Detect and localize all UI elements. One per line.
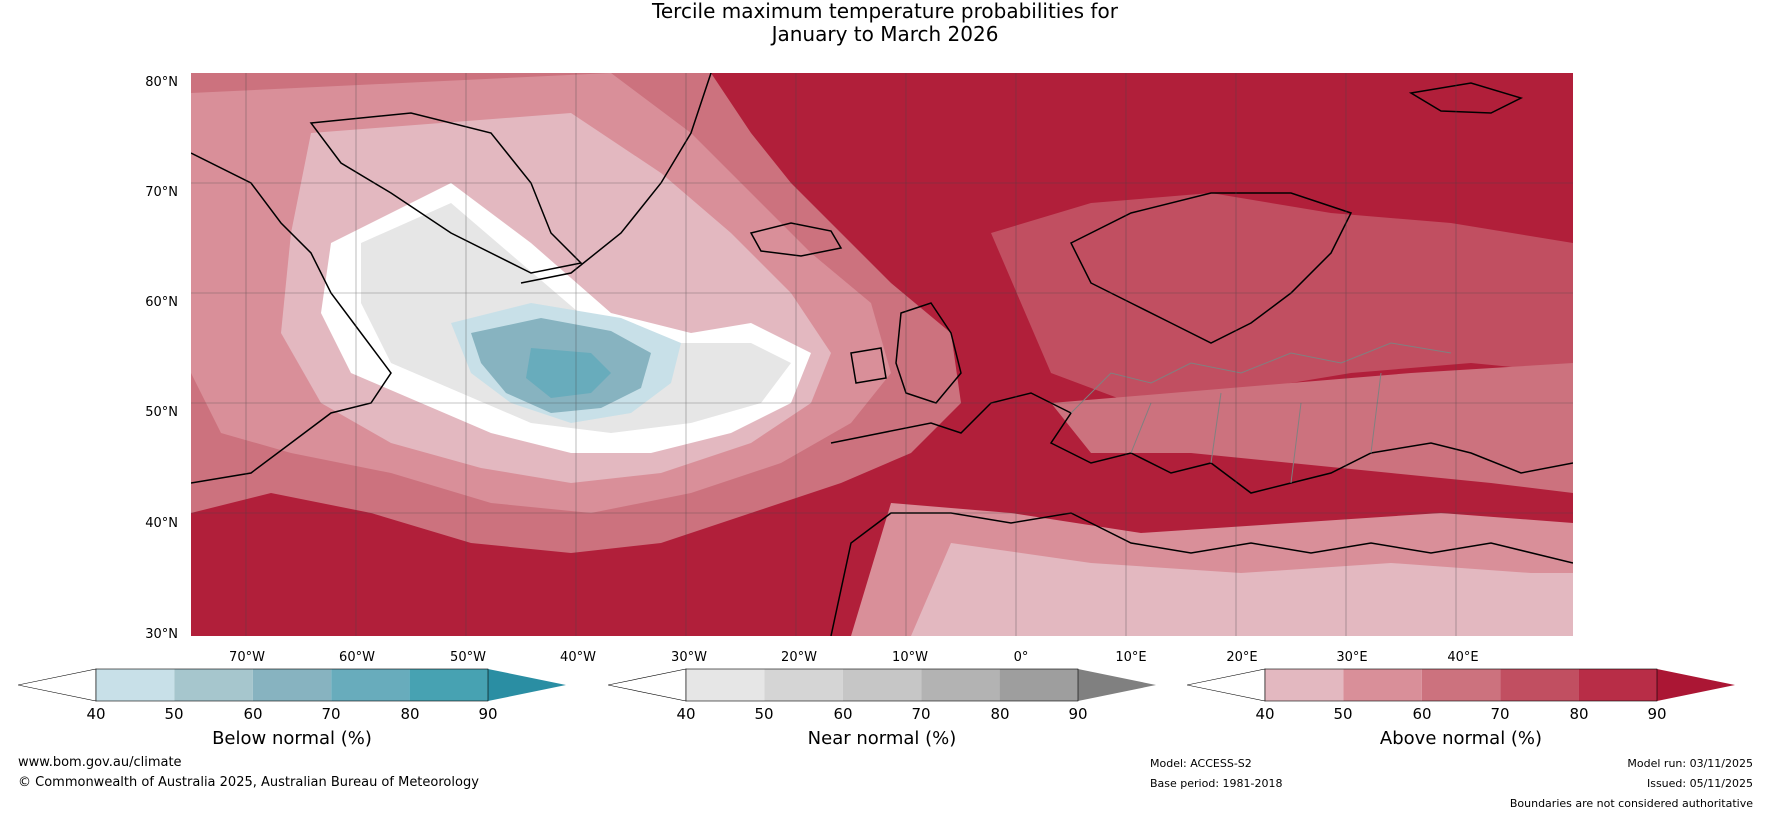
lat-label-80n: 80°N (145, 75, 178, 90)
colorbar-above-title: Above normal (%) (1379, 728, 1543, 749)
colorbar-below-normal (18, 668, 566, 702)
footer-copyright: © Commonwealth of Australia 2025, Austra… (18, 775, 479, 790)
colorbar-above-tick-50: 50 (1333, 705, 1353, 723)
colorbar-above-bin-50-60 (1343, 669, 1422, 701)
colorbar-below-tick-60: 60 (243, 705, 263, 723)
lon-label-30w: 30°W (671, 650, 707, 665)
iceland-coastline (749, 222, 843, 257)
probability-region-above-60-south (1051, 363, 1573, 493)
lat-label-30n: 30°N (145, 627, 178, 642)
colorbar-near-outline (685, 668, 1079, 702)
lat-label-60n: 60°N (145, 295, 178, 310)
colorbar-above-tick-90: 90 (1647, 705, 1667, 723)
colorbar-above-low-arrow (1187, 668, 1266, 702)
british-isles-coastline (850, 302, 962, 404)
colorbar-below-low-arrow (18, 668, 97, 702)
colorbar-above-normal (1187, 668, 1735, 702)
lat-label-50n: 50°N (145, 405, 178, 420)
colorbar-above-bin-80-90 (1578, 669, 1657, 701)
lon-label-0: 0° (1013, 650, 1029, 665)
colorbar-below-bin-60-70 (252, 669, 332, 701)
footer-issued: Issued: 05/11/2025 (1646, 777, 1753, 790)
colorbar-above-tick-40: 40 (1255, 705, 1275, 723)
colorbar-near-tick-40: 40 (676, 705, 696, 723)
colorbar-below-bin-50-60 (174, 669, 253, 701)
colorbar-above-outline (1264, 668, 1658, 702)
footer-website: www.bom.gov.au/climate (18, 755, 182, 770)
colorbar-near-tick-90: 90 (1068, 705, 1088, 723)
lon-label-20w: 20°W (781, 650, 817, 665)
title-line-1: Tercile maximum temperature probabilitie… (652, 0, 1118, 23)
colorbar-below-tick-40: 40 (86, 705, 106, 723)
footer-base-period: Base period: 1981-2018 (1150, 777, 1283, 790)
colorbar-above-high-arrow (1657, 669, 1735, 701)
map-canvas (191, 73, 1573, 636)
lon-label-10w: 10°W (892, 650, 928, 665)
probability-region-below-70 (526, 348, 611, 398)
footer-model-run: Model run: 03/11/2025 (1627, 757, 1753, 770)
colorbar-near-bin-50-60 (764, 669, 843, 701)
probability-map (191, 73, 1573, 636)
lat-label-40n: 40°N (145, 516, 178, 531)
colorbar-below-bin-70-80 (331, 669, 410, 701)
colorbar-near-title: Near normal (%) (807, 728, 957, 749)
lat-label-70n: 70°N (145, 185, 178, 200)
lon-label-60w: 60°W (339, 650, 375, 665)
colorbar-near-bin-70-80 (921, 669, 1000, 701)
lon-label-30e: 30°E (1336, 650, 1368, 665)
title-line-2: January to March 2026 (771, 22, 999, 46)
colorbar-below-tick-90: 90 (478, 705, 498, 723)
lon-label-20e: 20°E (1226, 650, 1258, 665)
lon-label-50w: 50°W (450, 650, 486, 665)
colorbar-above-tick-80: 80 (1569, 705, 1589, 723)
colorbar-above-tick-60: 60 (1412, 705, 1432, 723)
map-gridlines (191, 73, 1573, 636)
colorbar-above-bin-70-80 (1500, 669, 1579, 701)
colorbar-near-tick-60: 60 (833, 705, 853, 723)
colorbar-near-normal (608, 668, 1156, 702)
colorbar-near-bin-80-90 (999, 669, 1078, 701)
country-borders (1070, 342, 1452, 484)
lon-label-40w: 40°W (560, 650, 596, 665)
footer-model: Model: ACCESS-S2 (1150, 757, 1252, 770)
colorbar-near-tick-50: 50 (754, 705, 774, 723)
colorbar-below-tick-80: 80 (400, 705, 420, 723)
greenland-east-coastline (520, 73, 712, 284)
chart-title: Tercile maximum temperature probabilitie… (0, 0, 1770, 46)
colorbar-near-bin-40-50 (686, 669, 765, 701)
colorbar-near-high-arrow (1078, 669, 1156, 701)
lon-label-40e: 40°E (1447, 650, 1479, 665)
probability-region-above-80-north (991, 193, 1573, 403)
lon-label-70w: 70°W (229, 650, 265, 665)
colorbar-above-bin-60-70 (1421, 669, 1501, 701)
colorbar-near-low-arrow (608, 668, 687, 702)
colorbar-near-bin-60-70 (842, 669, 922, 701)
europe-coastline (830, 392, 1573, 494)
siberia-coastline (1408, 82, 1524, 114)
colorbar-below-tick-50: 50 (164, 705, 184, 723)
colorbar-below-outline (95, 668, 489, 702)
footer-disclaimer: Boundaries are not considered authoritat… (1509, 797, 1753, 810)
colorbar-below-bin-80-90 (409, 669, 488, 701)
probability-region-above-40-africa (911, 543, 1573, 636)
canada-coastline (191, 152, 392, 484)
colorbar-near-tick-80: 80 (990, 705, 1010, 723)
colorbar-below-title: Below normal (%) (212, 728, 372, 749)
colorbar-below-high-arrow (488, 669, 566, 701)
lon-label-10e: 10°E (1115, 650, 1147, 665)
colorbar-above-tick-70: 70 (1490, 705, 1510, 723)
colorbar-near-tick-70: 70 (911, 705, 931, 723)
colorbar-below-tick-70: 70 (321, 705, 341, 723)
colorbar-below-bin-40-50 (96, 669, 175, 701)
colorbar-above-bin-40-50 (1265, 669, 1344, 701)
